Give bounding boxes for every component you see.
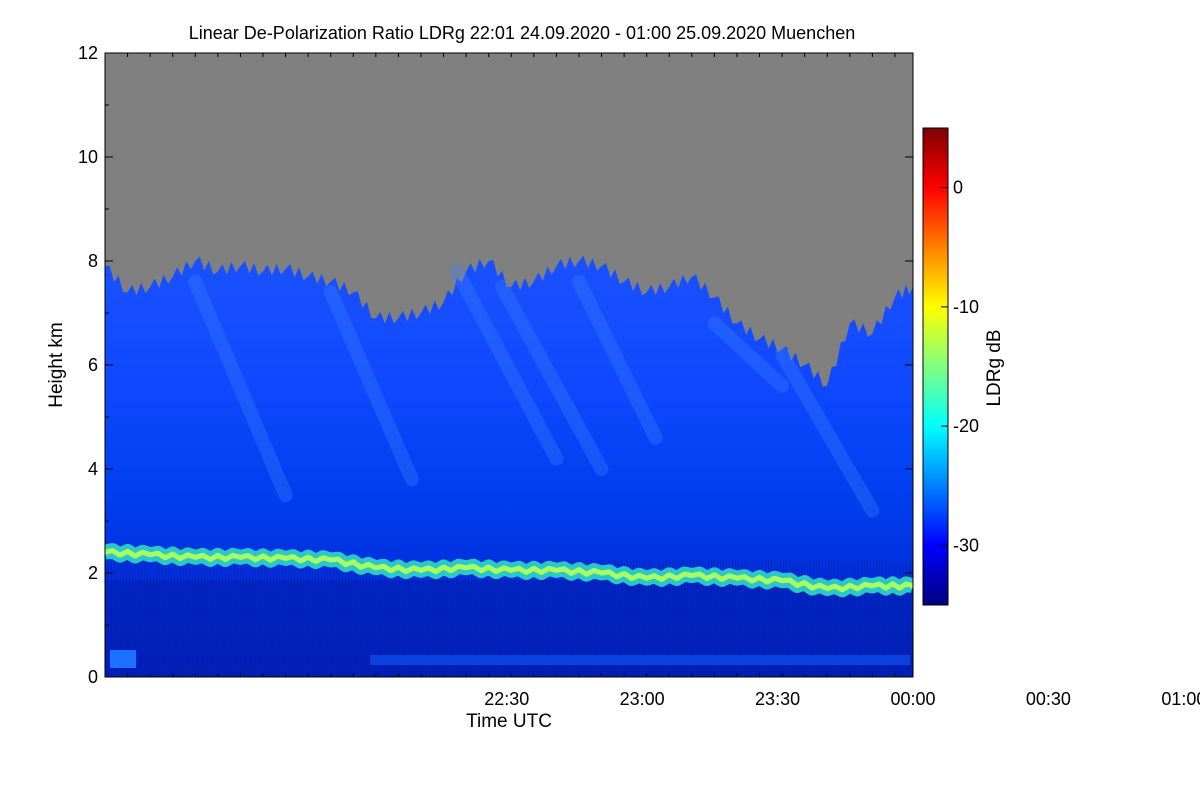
- y-tick-label: 12: [78, 43, 98, 63]
- aerosol-layer-core: [105, 548, 913, 593]
- x-tick-label: 01:00: [1161, 689, 1200, 709]
- chart-title: Linear De-Polarization Ratio LDRg 22:01 …: [189, 23, 855, 43]
- x-tick-label: 23:30: [755, 689, 800, 709]
- surface-return: [110, 650, 136, 668]
- surface-return-right: [370, 655, 910, 665]
- colorbar-gradient: [922, 127, 949, 606]
- y-axis-title: Height km: [46, 322, 67, 408]
- fall-streak: [775, 347, 880, 518]
- y-tick-label: 2: [88, 563, 98, 583]
- y-tick-label: 10: [78, 147, 98, 167]
- x-tick-label: 00:00: [890, 689, 935, 709]
- plot-area: [105, 53, 913, 677]
- fall-streaks: [188, 264, 880, 518]
- colorbar-tick-label: -10: [953, 297, 979, 317]
- fall-streak: [450, 264, 564, 466]
- x-axis-title: Time UTC: [466, 711, 552, 732]
- x-tick-label: 22:30: [484, 689, 529, 709]
- fall-streak: [323, 285, 419, 487]
- y-tick-label: 0: [88, 667, 98, 687]
- x-axis: 22:30 23:00 23:30 00:00 00:30 01:00: [127, 53, 1200, 709]
- colorbar: 0 -10 -20 -30: [922, 127, 979, 606]
- fall-streak: [188, 274, 293, 502]
- fall-streak: [495, 280, 609, 476]
- colorbar-title: LDRg dB: [984, 329, 1005, 406]
- y-tick-label: 8: [88, 251, 98, 271]
- y-tick-label: 4: [88, 459, 98, 479]
- y-tick-label: 6: [88, 355, 98, 375]
- colorbar-tick-label: -30: [953, 535, 979, 555]
- colorbar-tick-label: -20: [953, 416, 979, 436]
- y-axis: 0 2 4 6 8 10 12: [78, 43, 913, 687]
- fall-streak: [707, 316, 790, 393]
- x-tick-label: 00:30: [1026, 689, 1071, 709]
- x-tick-label: 23:00: [620, 689, 665, 709]
- colorbar-tick-label: 0: [953, 178, 963, 198]
- fall-streak: [572, 274, 663, 445]
